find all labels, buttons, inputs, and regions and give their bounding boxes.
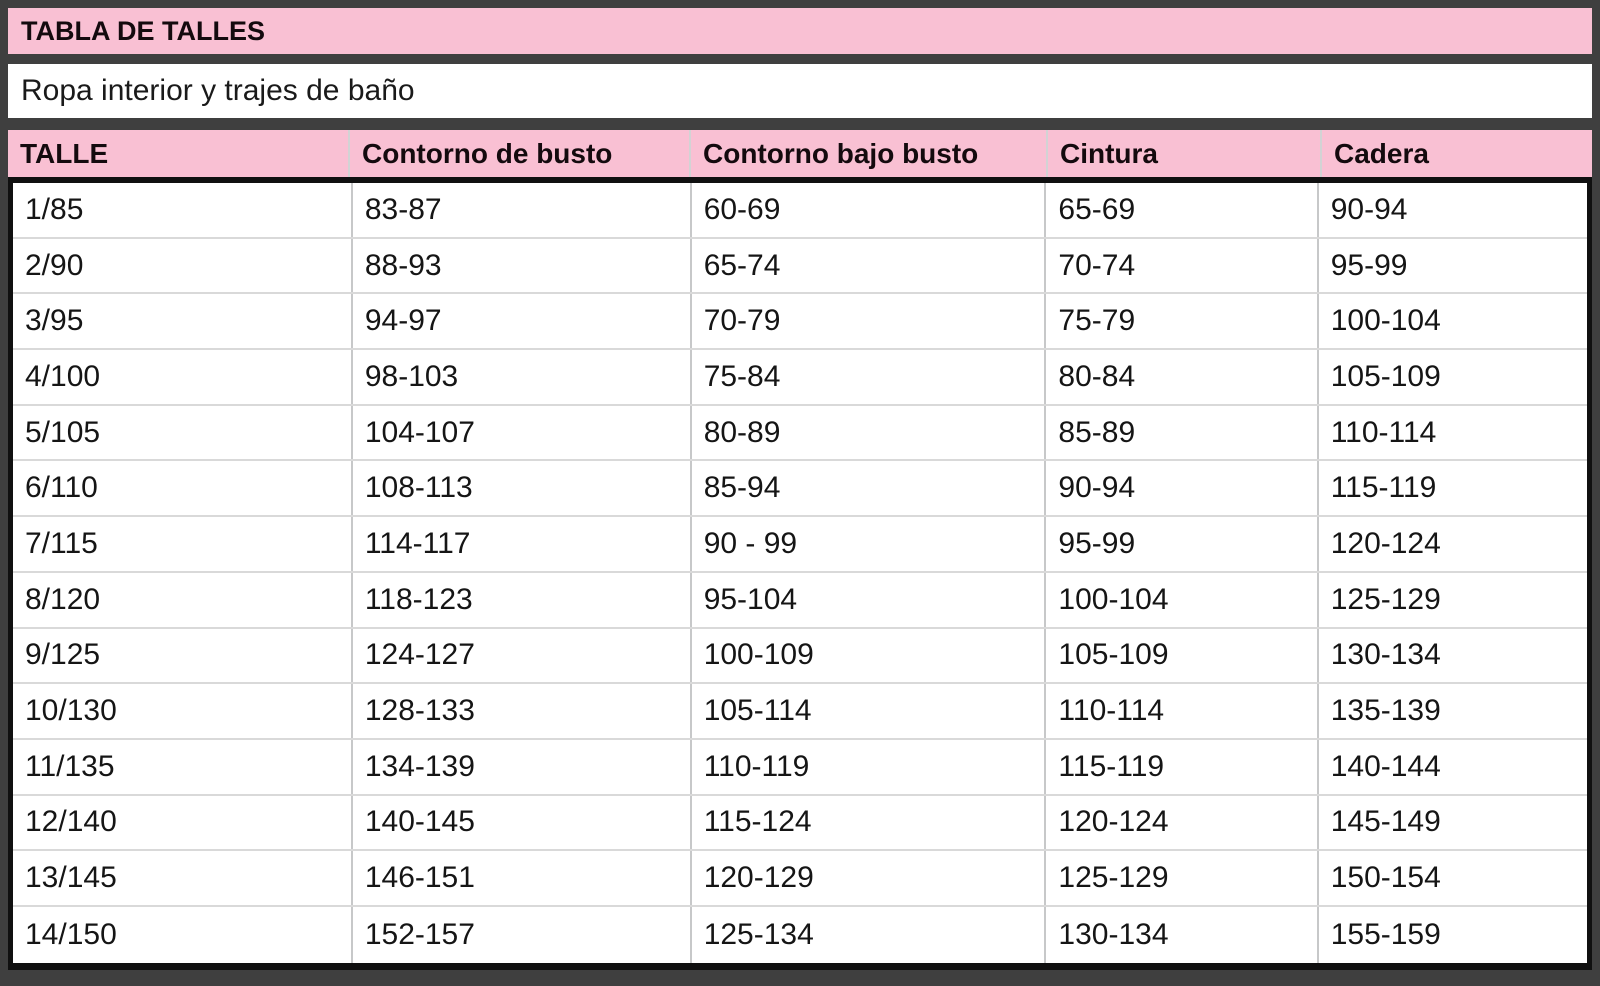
table-cell: 98-103: [353, 350, 692, 404]
table-title-bar: TABLA DE TALLES: [8, 8, 1592, 54]
table-cell: 110-114: [1046, 684, 1319, 738]
table-cell: 60-69: [692, 183, 1047, 237]
table-cell: 155-159: [1330, 917, 1441, 951]
table-cell: 130-134: [1046, 906, 1319, 963]
table-cell: 88-93: [353, 238, 692, 293]
table-cell: 75-84: [692, 350, 1047, 404]
table-cell: 105-109: [1046, 628, 1319, 683]
table-cell: 146-151: [353, 851, 692, 905]
table-row: 9/125 124-127 100-109 105-109 130-134: [13, 628, 1587, 685]
table-cell: 120-129: [692, 851, 1047, 905]
table-cell: 150-154: [1330, 861, 1441, 895]
table-cell: 100-109: [692, 628, 1047, 683]
table-cell: 120-124: [1330, 526, 1441, 560]
table-cell: 134-139: [353, 739, 692, 794]
table-body: 1/85 83-87 60-69 65-69 90-94 2/90 88-93 65-74 70…: [8, 177, 1592, 970]
table-cell: 110-119: [692, 739, 1047, 794]
table-row: 7/115 114-117 90 - 99 95-99 120-124: [13, 517, 1587, 573]
table-row: 8/120 118-123 95-104 100-104 125-129: [13, 572, 1587, 629]
table-cell: 140-145: [353, 795, 692, 850]
table-cell: 11/135: [13, 739, 353, 794]
table-row: 10/130 128-133 105-114 110-114 135-139: [13, 684, 1587, 740]
table-cell: 120-124: [1046, 795, 1319, 850]
table-cell: 125-129: [1330, 582, 1441, 616]
table-cell: 1/85: [13, 183, 353, 237]
table-cell: 90 - 99: [692, 517, 1047, 571]
table-cell: 104-107: [353, 405, 692, 460]
table-cell: 105-114: [692, 684, 1047, 738]
table-cell: 152-157: [353, 906, 692, 963]
table-cell: 90-94: [1330, 192, 1408, 226]
table-cell: 114-117: [353, 517, 692, 571]
table-cell: 4/100: [13, 350, 353, 404]
table-row: 1/85 83-87 60-69 65-69 90-94: [13, 183, 1587, 239]
column-header-cintura: Cintura: [1048, 130, 1322, 177]
table-cell: 135-139: [1330, 694, 1441, 728]
table-cell: 12/140: [13, 795, 353, 850]
table-cell: 110-114: [1330, 415, 1437, 449]
table-row: 12/140 140-145 115-124 120-124 145-149: [13, 795, 1587, 852]
table-title: TABLA DE TALLES: [21, 15, 265, 46]
table-cell: 6/110: [13, 461, 353, 516]
table-cell: 125-134: [692, 906, 1047, 963]
table-row: 2/90 88-93 65-74 70-74 95-99: [13, 238, 1587, 295]
table-cell: 115-119: [1330, 471, 1437, 505]
table-cell: 2/90: [13, 238, 353, 293]
table-cell: 90-94: [1046, 461, 1319, 516]
table-cell: 95-99: [1330, 248, 1408, 282]
table-cell: 125-129: [1046, 851, 1319, 905]
table-cell: 14/150: [13, 906, 353, 963]
table-cell: 83-87: [353, 183, 692, 237]
table-row: 14/150 152-157 125-134 130-134 155-159: [13, 906, 1587, 963]
table-cell: 65-74: [692, 238, 1047, 293]
table-cell: 95-99: [1046, 517, 1319, 571]
table-cell: 105-109: [1330, 359, 1441, 393]
table-cell: 108-113: [353, 461, 692, 516]
table-cell: 13/145: [13, 851, 353, 905]
table-cell: 70-74: [1046, 238, 1319, 293]
table-cell: 70-79: [692, 294, 1047, 349]
table-cell: 140-144: [1330, 749, 1441, 783]
table-row: 3/95 94-97 70-79 75-79 100-104: [13, 294, 1587, 351]
table-cell: 130-134: [1330, 638, 1441, 672]
table-cell: 115-119: [1046, 739, 1319, 794]
table-cell: 3/95: [13, 294, 353, 349]
table-cell: 100-104: [1046, 572, 1319, 627]
table-row: 4/100 98-103 75-84 80-84 105-109: [13, 350, 1587, 406]
table-cell: 94-97: [353, 294, 692, 349]
column-header-contorno-busto: Contorno de busto: [350, 130, 691, 177]
table-cell: 9/125: [13, 628, 353, 683]
column-header-contorno-bajo-busto: Contorno bajo busto: [691, 130, 1048, 177]
table-cell: 100-104: [1330, 304, 1441, 338]
table-cell: 95-104: [692, 572, 1047, 627]
table-cell: 65-69: [1046, 183, 1319, 237]
table-cell: 85-89: [1046, 405, 1319, 460]
table-cell: 80-84: [1046, 350, 1319, 404]
table-cell: 75-79: [1046, 294, 1319, 349]
table-cell: 115-124: [692, 795, 1047, 850]
table-cell: 118-123: [353, 572, 692, 627]
table-row: 13/145 146-151 120-129 125-129 150-154: [13, 851, 1587, 907]
column-header-cadera: Cadera: [1334, 137, 1429, 169]
table-cell: 10/130: [13, 684, 353, 738]
table-row: 5/105 104-107 80-89 85-89 110-114: [13, 405, 1587, 462]
table-subtitle: Ropa interior y trajes de baño: [21, 74, 415, 107]
table-subtitle-bar: Ropa interior y trajes de baño: [8, 64, 1592, 118]
table-row: 6/110 108-113 85-94 90-94 115-119: [13, 461, 1587, 518]
table-cell: 85-94: [692, 461, 1047, 516]
table-row: 11/135 134-139 110-119 115-119 140-144: [13, 739, 1587, 796]
table-cell: 5/105: [13, 405, 353, 460]
column-header-talle: TALLE: [8, 130, 350, 177]
table-cell: 124-127: [353, 628, 692, 683]
table-cell: 7/115: [13, 517, 353, 571]
table-cell: 80-89: [692, 405, 1047, 460]
table-cell: 128-133: [353, 684, 692, 738]
table-header-row: TALLE Contorno de busto Contorno bajo bu…: [8, 130, 1592, 177]
table-cell: 8/120: [13, 572, 353, 627]
table-cell: 145-149: [1330, 805, 1441, 839]
